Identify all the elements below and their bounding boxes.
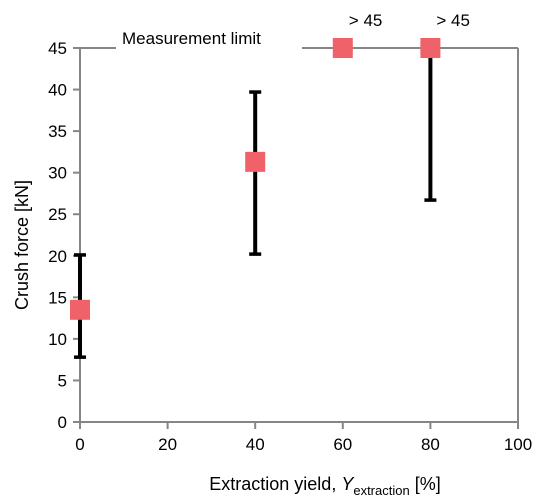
x-tick-label: 0: [75, 435, 84, 454]
y-tick-label: 35: [48, 122, 67, 141]
x-tick-label: 20: [158, 435, 177, 454]
x-axis-title-sub: extraction: [353, 483, 409, 498]
y-tick-label: 0: [58, 413, 67, 432]
y-tick-label: 15: [48, 288, 67, 307]
x-tick-label: 40: [246, 435, 265, 454]
data-point-marker: [332, 38, 353, 58]
error-bars: [74, 48, 437, 359]
y-tick-label: 10: [48, 330, 67, 349]
x-tick-label: 60: [333, 435, 352, 454]
data-point-marker: [245, 151, 266, 172]
y-tick-label: 20: [48, 247, 67, 266]
point-annotations: > 45 > 45: [349, 11, 470, 30]
x-axis-title-main: Extraction yield,: [209, 474, 341, 494]
data-point-marker: [420, 38, 441, 58]
data-points: [70, 38, 441, 320]
y-tick-label: 40: [48, 81, 67, 100]
x-axis-title-var: Y: [341, 474, 355, 494]
limit-label-background: [116, 26, 302, 52]
x-axis-title-unit: [%]: [410, 474, 441, 494]
point-annotation: > 45: [349, 11, 383, 30]
y-axis-ticks: 0 5 10 15 20 25 30 35 40 45: [48, 39, 80, 432]
data-point-marker: [70, 299, 90, 320]
x-axis-title: Extraction yield, Yextraction [%]: [209, 474, 440, 498]
x-tick-label: 80: [421, 435, 440, 454]
y-tick-label: 45: [48, 39, 67, 58]
y-tick-label: 5: [58, 371, 67, 390]
y-tick-label: 30: [48, 164, 67, 183]
measurement-limit-label: Measurement limit: [122, 29, 261, 48]
x-tick-label: 100: [504, 435, 532, 454]
point-annotation: > 45: [436, 11, 470, 30]
y-tick-label: 25: [48, 205, 67, 224]
x-axis-ticks: 0 20 40 60 80 100: [75, 422, 532, 454]
y-axis-title: Crush force [kN]: [12, 180, 32, 310]
